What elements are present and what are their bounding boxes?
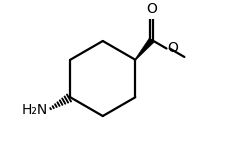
Text: H₂N: H₂N <box>22 103 48 117</box>
Text: O: O <box>167 41 178 55</box>
Polygon shape <box>135 38 154 60</box>
Text: O: O <box>146 2 157 16</box>
